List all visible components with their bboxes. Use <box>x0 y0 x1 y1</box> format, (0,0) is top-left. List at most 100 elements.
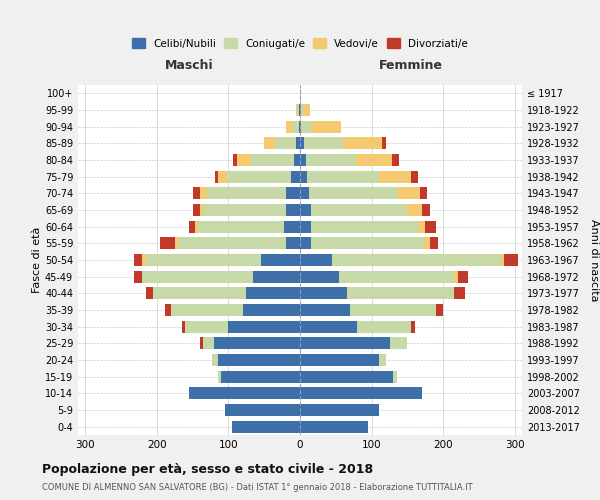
Bar <box>379 354 386 366</box>
Bar <box>300 188 308 200</box>
Bar <box>500 254 504 266</box>
Bar <box>218 370 221 382</box>
Bar <box>299 120 300 132</box>
Bar <box>300 404 379 416</box>
Bar <box>300 88 301 100</box>
Bar <box>214 338 300 349</box>
Bar <box>275 138 296 149</box>
Bar <box>260 254 300 266</box>
Bar <box>207 188 286 200</box>
Bar <box>311 204 407 216</box>
Bar <box>142 254 146 266</box>
Bar <box>200 338 203 349</box>
Bar <box>251 154 294 166</box>
Bar <box>300 138 304 149</box>
Bar <box>160 238 175 250</box>
Bar <box>300 154 306 166</box>
Bar <box>347 288 454 300</box>
Bar <box>286 188 300 200</box>
Bar <box>407 204 422 216</box>
Bar <box>300 270 340 282</box>
Bar <box>303 104 310 116</box>
Bar <box>392 154 399 166</box>
Bar <box>350 304 436 316</box>
Bar <box>300 288 347 300</box>
Bar <box>286 204 300 216</box>
Text: COMUNE DI ALMENNO SAN SALVATORE (BG) - Dati ISTAT 1° gennaio 2018 - Elaborazione: COMUNE DI ALMENNO SAN SALVATORE (BG) - D… <box>42 484 473 492</box>
Bar <box>300 254 332 266</box>
Bar <box>454 288 465 300</box>
Bar <box>142 270 253 282</box>
Bar <box>286 238 300 250</box>
Bar <box>300 220 311 232</box>
Bar <box>185 320 229 332</box>
Bar <box>504 254 518 266</box>
Bar <box>237 154 251 166</box>
Bar <box>300 304 350 316</box>
Bar <box>189 220 195 232</box>
Bar <box>308 188 398 200</box>
Bar <box>424 238 430 250</box>
Bar <box>227 170 292 182</box>
Bar <box>300 420 368 432</box>
Bar <box>343 138 382 149</box>
Bar <box>286 120 293 132</box>
Bar <box>253 270 300 282</box>
Bar <box>221 370 300 382</box>
Bar <box>193 204 200 216</box>
Bar <box>301 104 303 116</box>
Text: Popolazione per età, sesso e stato civile - 2018: Popolazione per età, sesso e stato civil… <box>42 462 373 475</box>
Y-axis label: Fasce di età: Fasce di età <box>32 227 42 293</box>
Legend: Celibi/Nubili, Coniugati/e, Vedovi/e, Divorziati/e: Celibi/Nubili, Coniugati/e, Vedovi/e, Di… <box>128 34 472 53</box>
Bar <box>195 220 199 232</box>
Bar <box>340 270 454 282</box>
Bar <box>182 320 185 332</box>
Bar <box>454 270 458 282</box>
Bar <box>300 238 311 250</box>
Bar <box>171 304 243 316</box>
Bar <box>166 304 171 316</box>
Bar <box>300 170 307 182</box>
Bar <box>193 188 200 200</box>
Bar <box>300 338 389 349</box>
Bar <box>411 170 418 182</box>
Bar <box>398 188 419 200</box>
Bar <box>299 104 300 116</box>
Bar <box>300 104 301 116</box>
Bar <box>264 138 275 149</box>
Bar <box>296 104 298 116</box>
Bar <box>298 104 299 116</box>
Bar <box>382 138 386 149</box>
Bar <box>301 120 312 132</box>
Bar <box>300 354 379 366</box>
Bar <box>389 338 407 349</box>
Bar <box>233 154 237 166</box>
Bar <box>436 304 443 316</box>
Bar <box>419 188 427 200</box>
Bar <box>146 254 260 266</box>
Bar <box>311 220 418 232</box>
Bar <box>292 170 300 182</box>
Bar <box>203 204 286 216</box>
Bar <box>178 238 286 250</box>
Bar <box>418 220 425 232</box>
Bar <box>311 238 424 250</box>
Bar <box>212 354 218 366</box>
Bar <box>300 388 422 400</box>
Bar <box>175 238 178 250</box>
Bar <box>246 288 300 300</box>
Bar <box>146 288 153 300</box>
Text: Maschi: Maschi <box>164 58 214 71</box>
Bar <box>293 120 299 132</box>
Bar <box>153 288 246 300</box>
Bar <box>300 370 393 382</box>
Bar <box>379 170 411 182</box>
Bar <box>200 188 207 200</box>
Bar <box>200 204 203 216</box>
Bar <box>218 354 300 366</box>
Bar <box>306 154 356 166</box>
Bar <box>199 220 284 232</box>
Bar <box>458 270 468 282</box>
Bar <box>422 204 430 216</box>
Bar <box>411 320 415 332</box>
